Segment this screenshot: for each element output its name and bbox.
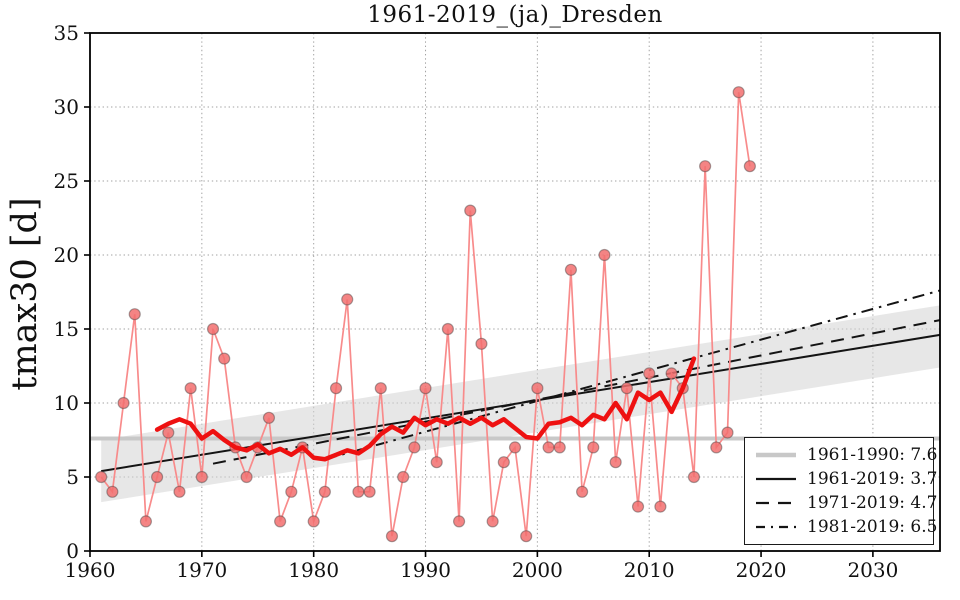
smoothed-series-line xyxy=(154,356,697,462)
annual-data-point xyxy=(721,426,734,439)
annual-data-point xyxy=(240,470,253,484)
legend-entry: 1961-2019: 3.7 xyxy=(754,469,937,489)
annual-data-point xyxy=(464,204,477,217)
annual-data-point xyxy=(486,515,499,528)
annual-data-point xyxy=(162,426,175,439)
x-tick-label: 1980 xyxy=(288,558,339,582)
annual-data-point xyxy=(408,441,421,454)
annual-data-point xyxy=(542,441,555,454)
annual-data-point xyxy=(430,456,443,469)
x-tick-label: 2030 xyxy=(847,558,898,582)
x-tick-label: 2000 xyxy=(512,558,563,582)
axis-ticks xyxy=(84,32,874,557)
legend-entry: 1981-2019: 6.5 xyxy=(754,517,937,537)
annual-data-point xyxy=(128,308,141,321)
annual-data-point xyxy=(598,248,611,262)
annual-data-point xyxy=(699,160,712,173)
annual-data-point xyxy=(262,411,276,424)
annual-data-point xyxy=(95,470,108,484)
annual-data-point xyxy=(564,263,578,276)
y-axis-label: tmax30 [d] xyxy=(5,197,45,391)
legend-dashed-trend-line-icon xyxy=(756,501,796,505)
annual-data-point xyxy=(106,485,119,498)
annual-data-point xyxy=(274,515,287,528)
x-tick-label: 2010 xyxy=(624,558,675,582)
annual-data-point xyxy=(497,456,510,469)
annual-data-point xyxy=(419,382,432,395)
legend-entry: 1961-1990: 7.6 xyxy=(754,445,937,465)
annual-data-point xyxy=(576,485,589,498)
annual-data-point xyxy=(520,530,533,543)
annual-data-point xyxy=(385,530,399,543)
annual-data-point xyxy=(184,382,197,395)
chart-title: 1961-2019_(ja)_Dresden xyxy=(367,2,663,28)
y-tick-label: 0 xyxy=(66,539,79,563)
annual-data-point xyxy=(206,322,220,336)
y-tick-label: 20 xyxy=(54,243,79,267)
annual-data-point xyxy=(743,160,756,173)
annual-data-point xyxy=(732,86,745,99)
annual-data-point xyxy=(318,485,331,498)
annual-data-point xyxy=(475,337,488,350)
legend: 1961-1990: 7.6 1961-2019: 3.7 1971-2019:… xyxy=(744,437,937,545)
annual-data-point xyxy=(218,352,231,365)
annual-data-point xyxy=(307,515,320,528)
y-tick-label: 30 xyxy=(54,95,79,119)
annual-data-point xyxy=(553,441,566,454)
annual-data-point xyxy=(587,441,600,454)
legend-mean-line-icon xyxy=(756,452,796,458)
x-tick-label: 2020 xyxy=(736,558,787,582)
annual-data-point xyxy=(665,367,678,380)
annual-data-point xyxy=(620,382,633,395)
legend-entry: 1971-2019: 4.7 xyxy=(754,493,937,513)
annual-data-point xyxy=(329,382,343,395)
y-tick-label: 35 xyxy=(54,21,79,45)
x-tick-label: 1960 xyxy=(65,558,116,582)
annual-data-point xyxy=(195,470,208,484)
legend-dashdot-trend-line-icon xyxy=(756,525,796,529)
annual-data-point xyxy=(643,367,656,380)
annual-data-point xyxy=(508,441,522,454)
annual-data-point xyxy=(341,293,354,306)
annual-data-point xyxy=(397,470,410,484)
legend-label: 1981-2019: 6.5 xyxy=(807,517,938,537)
annual-data-point xyxy=(687,470,701,484)
legend-solid-trend-line-icon xyxy=(756,477,796,481)
y-tick-label: 5 xyxy=(66,465,79,489)
annual-data-point xyxy=(352,485,365,498)
legend-label: 1961-1990: 7.6 xyxy=(807,445,938,465)
annual-data-point xyxy=(609,456,622,469)
legend-label: 1971-2019: 4.7 xyxy=(807,493,938,513)
annual-data-point xyxy=(363,485,376,498)
annual-data-point xyxy=(710,441,723,454)
annual-data-point xyxy=(285,485,298,498)
y-tick-label: 15 xyxy=(54,317,79,341)
annual-data-point xyxy=(531,382,544,395)
x-tick-label: 1970 xyxy=(176,558,227,582)
annual-data-point xyxy=(139,515,153,528)
y-tick-label: 25 xyxy=(54,169,79,193)
annual-data-point xyxy=(151,470,164,484)
annual-series-markers xyxy=(95,86,756,543)
annual-data-point xyxy=(452,515,466,528)
axes-frame xyxy=(89,32,941,552)
legend-label: 1961-2019: 3.7 xyxy=(807,469,938,489)
axis-tick-labels: 1960 1970 1980 1990 2000 2010 2020 203005101520… xyxy=(54,21,899,582)
annual-data-point xyxy=(654,500,667,513)
trend-line-dashdot xyxy=(324,289,941,461)
annual-data-point xyxy=(374,382,387,395)
y-tick-label: 10 xyxy=(54,391,79,415)
annual-data-point xyxy=(117,396,130,410)
x-tick-label: 1990 xyxy=(400,558,451,582)
annual-data-point xyxy=(441,322,454,336)
annual-data-point xyxy=(631,500,645,513)
trend-line-dashed xyxy=(212,319,941,465)
annual-data-point xyxy=(173,485,186,498)
